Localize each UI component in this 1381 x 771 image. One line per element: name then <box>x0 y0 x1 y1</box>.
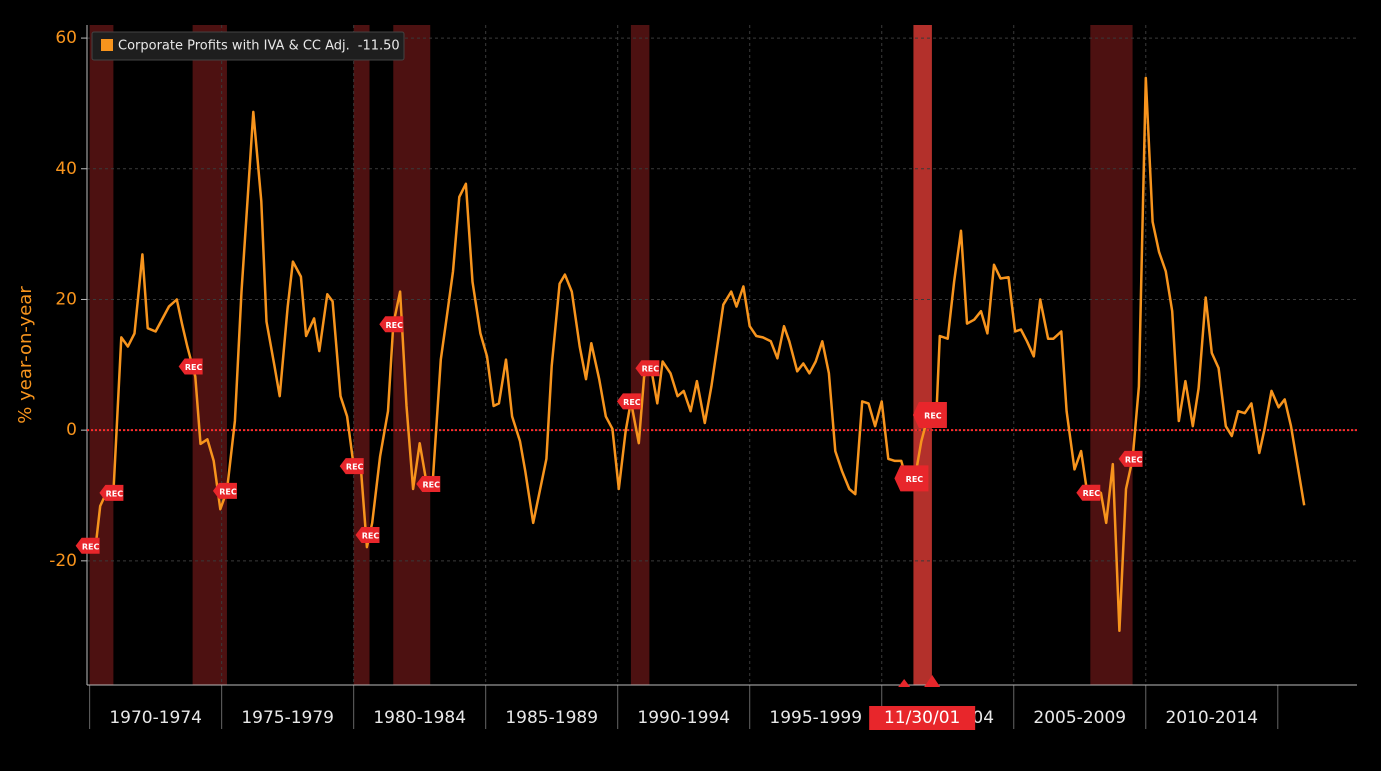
recession-marker-shape <box>99 484 124 501</box>
recession-marker: REC <box>1076 484 1101 501</box>
recession-marker: REC <box>416 476 441 493</box>
recession-marker-label: REC <box>362 532 380 541</box>
x-tick-label: 2005-2009 <box>1033 708 1126 728</box>
recession-marker-label: REC <box>219 487 237 496</box>
cursor-pointer <box>924 675 941 687</box>
recession-marker: REC <box>616 393 641 410</box>
recession-marker-label: REC <box>642 365 660 374</box>
recession-band <box>393 25 431 685</box>
recession-band <box>89 25 114 685</box>
x-tick-label: 1990-1994 <box>637 708 730 728</box>
recession-marker-label: REC <box>386 321 404 330</box>
recession-marker: REC <box>355 527 380 544</box>
x-tick-label: 1980-1984 <box>373 708 466 728</box>
recession-marker: REC <box>894 465 929 492</box>
legend-entry: Corporate Profits with IVA & CC Adj. <box>118 39 350 54</box>
y-tick-label: -20 <box>49 551 77 571</box>
recession-marker-shape <box>616 393 641 410</box>
x-tick-label: 1985-1989 <box>505 708 598 728</box>
y-axis-label: % year-on-year <box>15 286 36 424</box>
recession-marker-shape <box>212 482 237 499</box>
recession-marker-shape <box>379 316 404 333</box>
cursor-label-box <box>869 706 976 730</box>
recession-marker: REC <box>99 484 124 501</box>
legend-value: -11.50 <box>358 39 400 54</box>
recession-marker: REC <box>178 358 203 375</box>
recession-marker: REC <box>212 482 237 499</box>
y-tick-label: 20 <box>55 289 77 309</box>
recession-marker: REC <box>339 458 364 475</box>
cursor-pointer <box>898 679 911 687</box>
recession-marker: REC <box>379 316 404 333</box>
y-tick-label: 40 <box>55 159 77 179</box>
y-tick-label: 60 <box>55 28 77 48</box>
recession-band <box>913 25 932 685</box>
legend-swatch <box>101 39 113 51</box>
recession-marker-label: REC <box>106 489 124 498</box>
recession-band <box>630 25 650 685</box>
x-tick-label: 1975-1979 <box>241 708 334 728</box>
recession-marker: REC <box>635 360 660 377</box>
recession-marker-label: REC <box>422 481 440 490</box>
recession-marker: REC <box>912 401 947 428</box>
recession-marker-label: REC <box>185 363 203 372</box>
recession-marker-shape <box>178 358 203 375</box>
recession-marker-label: REC <box>1125 455 1143 464</box>
recession-marker-shape <box>416 476 441 493</box>
recession-marker-shape <box>1118 450 1143 467</box>
recession-marker-shape <box>355 527 380 544</box>
x-tick-label: 1995-1999 <box>769 708 862 728</box>
recession-marker-label: REC <box>1083 489 1101 498</box>
recession-marker-shape <box>894 465 929 492</box>
y-tick-label: 0 <box>66 420 77 440</box>
recession-marker-label: REC <box>82 542 100 551</box>
x-tick-label: 1970-1974 <box>109 708 202 728</box>
recession-marker-shape <box>1076 484 1101 501</box>
cursor-label: 11/30/01 <box>884 708 960 728</box>
recession-marker-label: REC <box>906 475 924 484</box>
recession-band <box>1090 25 1133 685</box>
recession-marker-shape <box>339 458 364 475</box>
recession-marker-label: REC <box>924 411 942 420</box>
recession-marker-shape <box>75 537 100 554</box>
recession-marker: REC <box>75 537 100 554</box>
recession-marker-label: REC <box>623 398 641 407</box>
recession-marker-shape <box>635 360 660 377</box>
recession-marker-shape <box>912 401 947 428</box>
recession-marker-label: REC <box>346 463 364 472</box>
x-tick-label: 2010-2014 <box>1165 708 1258 728</box>
recession-band <box>353 25 370 685</box>
legend: Corporate Profits with IVA & CC Adj. -11.… <box>91 31 405 61</box>
legend-box <box>91 31 405 61</box>
recession-marker: REC <box>1118 450 1143 467</box>
